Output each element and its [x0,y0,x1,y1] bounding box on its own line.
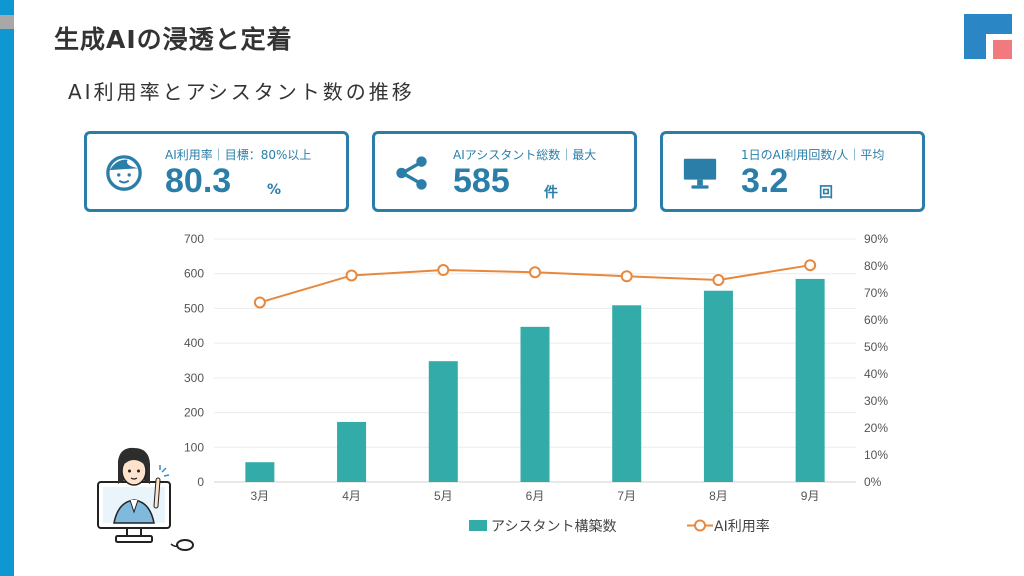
line-point [804,259,817,272]
bar [337,421,367,482]
legend-line-marker [694,519,706,532]
kpi-unit: 件 [544,185,558,201]
line-point [253,296,266,309]
monitor-icon [683,158,717,189]
kpi-value: 585 [453,162,510,200]
right-axis-tick: 80% [864,259,888,273]
line-point [620,270,633,283]
person-face-icon [106,155,142,191]
right-axis-tick: 60% [864,313,888,327]
line-point [712,274,725,287]
bar [612,305,642,482]
kpi-value: 3.2 [741,162,789,200]
right-axis-tick: 70% [864,286,888,300]
x-axis-tick: 4月 [342,489,361,503]
kpi-card-ai-usage: AI利用率｜目標：80%以上 80.3 % [84,131,349,212]
kpi-label: AIアシスタント総数｜最大 [453,148,597,162]
line-point [437,264,450,277]
legend-bar-swatch [469,520,487,531]
x-axis-tick: 7月 [617,489,636,503]
kpi-label: AI利用率｜目標：80%以上 [165,148,312,162]
left-axis-tick: 0 [197,475,204,489]
legend-line-label: AI利用率 [714,518,770,535]
left-accent-bar [0,0,14,576]
bar [703,290,733,482]
line-point [529,266,541,279]
share-icon [396,156,427,190]
left-axis-tick: 200 [184,406,204,420]
person-at-monitor-illustration [97,447,194,551]
page-subtitle: AI利用率とアシスタント数の推移 [68,80,415,104]
page-title: 生成AIの浸透と定着 [54,25,293,54]
line-point [345,269,358,282]
left-axis-tick: 700 [184,232,204,246]
left-axis-tick: 400 [184,336,204,350]
right-axis-tick: 10% [864,448,888,462]
right-axis-tick: 20% [864,421,888,435]
right-axis-tick: 40% [864,367,888,381]
left-accent-tab [0,15,14,29]
kpi-unit: % [267,182,282,198]
x-axis-tick: 8月 [709,489,728,503]
left-axis-tick: 500 [184,301,204,315]
x-axis-tick: 9月 [801,489,820,503]
x-axis-tick: 6月 [526,489,545,503]
left-axis-tick: 100 [184,440,204,454]
right-axis-tick: 0% [864,475,882,489]
bar [245,462,275,482]
right-axis-tick: 50% [864,340,888,354]
kpi-card-daily-usage: 1日のAI利用回数/人｜平均 3.2 回 [660,131,925,212]
brand-logo [964,14,1012,59]
kpi-value: 80.3 [165,162,232,200]
bar [428,361,458,482]
left-axis-tick: 300 [184,371,204,385]
kpi-card-assistant-count: AIアシスタント総数｜最大 585 件 [372,131,637,212]
kpi-label: 1日のAI利用回数/人｜平均 [741,148,885,162]
x-axis-tick: 5月 [434,489,453,503]
right-axis-tick: 30% [864,394,888,408]
bar [520,326,550,482]
kpi-unit: 回 [819,185,833,201]
x-axis-tick: 3月 [251,489,270,503]
bar [795,278,825,482]
left-axis-tick: 600 [184,267,204,281]
legend-bar-label: アシスタント構築数 [491,519,616,535]
right-axis-tick: 90% [864,232,888,246]
